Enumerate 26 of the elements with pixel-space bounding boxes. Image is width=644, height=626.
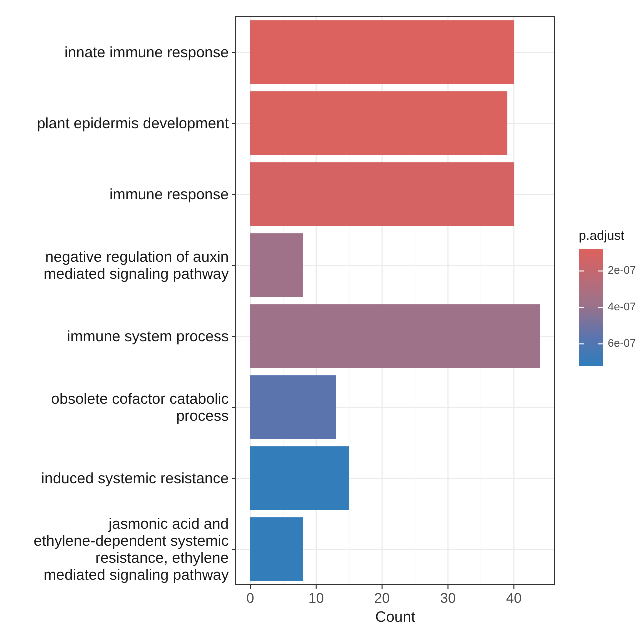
- color-bar-label: 4e-07: [608, 302, 636, 314]
- bar: [250, 518, 304, 582]
- y-tick-label: jasmonic acid and ethylene-dependent systemic resistance, ethylene mediated signaling pathway: [34, 516, 230, 584]
- color-bar-label: 2e-07: [608, 265, 636, 278]
- y-tick-label: immune response: [110, 186, 229, 203]
- x-axis-title: Count: [375, 609, 416, 626]
- color-bar-title: p.adjust: [579, 228, 625, 243]
- y-tick-label: immune system process: [67, 328, 229, 345]
- x-tick-label: 40: [506, 590, 522, 606]
- x-tick-label: 0: [246, 590, 255, 606]
- bar: [250, 20, 514, 84]
- bar: [250, 446, 350, 510]
- bar: [250, 162, 514, 226]
- x-tick-label: 10: [308, 590, 324, 606]
- color-bar-label: 6e-07: [608, 338, 636, 350]
- x-tick-label: 20: [374, 590, 390, 606]
- bar: [250, 92, 508, 156]
- bar: [250, 234, 304, 298]
- bar: [250, 304, 540, 368]
- bar: [250, 376, 336, 440]
- y-tick-label: plant epidermis development: [37, 115, 230, 132]
- y-tick-label: induced systemic resistance: [41, 470, 229, 487]
- x-tick-label: 30: [440, 590, 456, 606]
- y-tick-label: innate immune response: [64, 44, 229, 61]
- y-tick-label: negative regulation of auxin mediated signaling pathway: [44, 248, 230, 282]
- y-tick-label: obsolete cofactor catabolic process: [51, 390, 230, 424]
